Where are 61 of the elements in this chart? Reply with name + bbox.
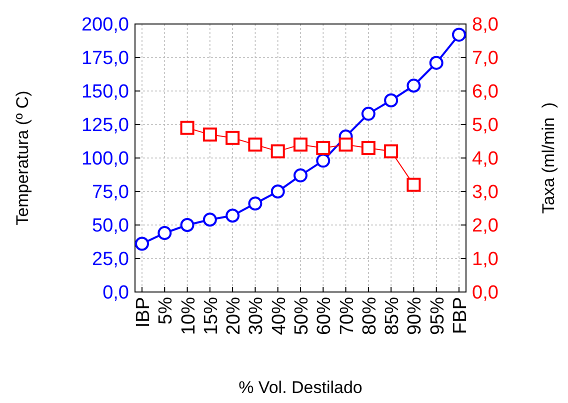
point: [361, 140, 376, 155]
x-axis-title: % Vol. Destilado: [238, 378, 362, 397]
point: [180, 120, 194, 135]
point: [135, 236, 149, 251]
x-tick-label: 30%: [246, 296, 268, 336]
point: [270, 144, 285, 158]
point: [316, 154, 330, 168]
y-tick-label: 150,0: [81, 82, 129, 103]
y-tick-label: 125,0: [81, 115, 129, 136]
y2-tick-label: 0,0: [472, 282, 498, 304]
x-tick-label: 95%: [427, 296, 448, 336]
point: [226, 130, 240, 145]
y-tick-label: 25,0: [92, 249, 129, 270]
point: [248, 138, 262, 152]
y-tick-label: 50,0: [92, 216, 129, 237]
point: [452, 28, 466, 42]
y-tick-label: 0,0: [102, 282, 129, 304]
x-tick-label: 70%: [336, 296, 358, 336]
point: [248, 196, 262, 211]
x-tick-label: 50%: [292, 296, 312, 336]
point: [338, 138, 353, 152]
y-tick-label: 200,0: [81, 14, 129, 36]
point: [406, 178, 421, 192]
point: [226, 208, 240, 223]
y-axis-title: Temperatura (º C): [13, 90, 32, 226]
point: [384, 93, 398, 108]
point: [202, 212, 217, 227]
x-tick-label: 20%: [224, 296, 245, 336]
y2-tick-label: 7,0: [472, 48, 498, 70]
point: [202, 128, 217, 142]
point: [294, 168, 308, 182]
x-tick-label: 90%: [404, 296, 426, 336]
point: [406, 78, 421, 93]
y2-axis-title: Taxa (ml/min ): [539, 102, 558, 214]
x-tick-label: 15%: [200, 296, 222, 336]
y2-tick-label: 6,0: [472, 82, 498, 103]
x-tick-label: IBP: [133, 297, 154, 328]
point: [270, 184, 285, 198]
x-tick-label: 10%: [178, 296, 200, 336]
point: [158, 226, 172, 240]
x-tick-label: 85%: [382, 296, 404, 336]
x-tick-label: 60%: [314, 296, 336, 336]
point: [180, 218, 194, 232]
y2-tick-label: 3,0: [472, 182, 498, 204]
point: [316, 140, 330, 155]
y2-tick-label: 2,0: [472, 216, 498, 237]
point: [361, 106, 376, 121]
y2-tick-label: 5,0: [472, 115, 498, 136]
y2-tick-label: 1,0: [472, 249, 498, 270]
point: [294, 138, 308, 152]
y-tick-label: 75,0: [92, 182, 129, 204]
y2-tick-label: 4,0: [472, 148, 498, 170]
x-tick-label: FBP: [450, 297, 471, 334]
x-tick-label: 80%: [359, 296, 380, 336]
y2-tick-label: 8,0: [472, 14, 498, 36]
x-tick-label: 5%: [156, 296, 177, 324]
y-tick-label: 100,0: [81, 148, 129, 170]
point: [429, 56, 444, 70]
x-tick-label: 40%: [268, 296, 290, 336]
y-tick-label: 175,0: [81, 48, 129, 70]
point: [384, 144, 398, 158]
